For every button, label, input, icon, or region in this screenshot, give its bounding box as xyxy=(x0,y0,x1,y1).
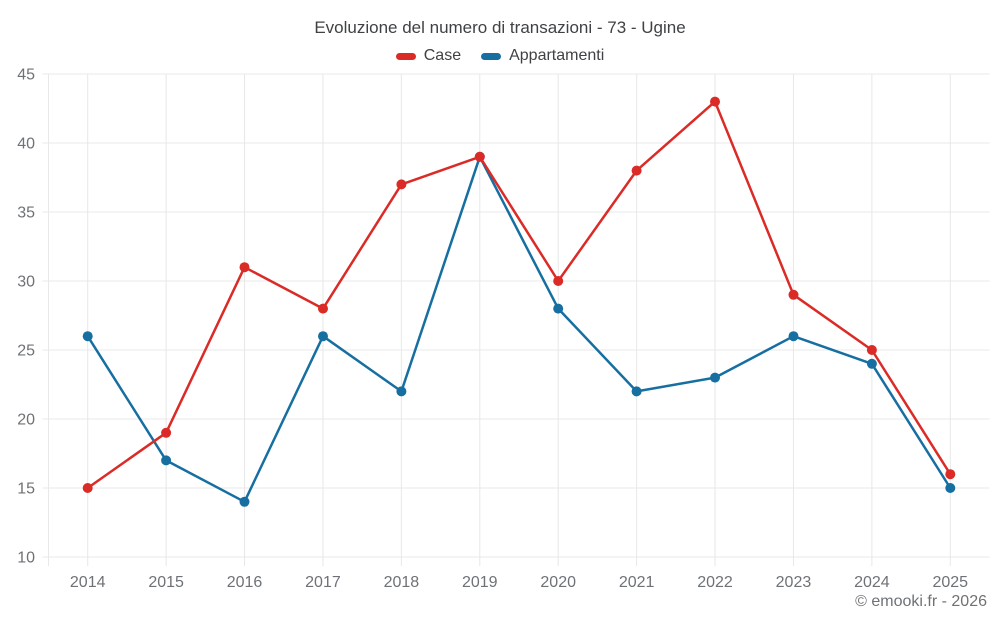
x-axis-label: 2017 xyxy=(305,574,341,591)
series-line-case xyxy=(86,100,952,490)
y-axis-label: 10 xyxy=(17,550,35,567)
x-axis-label: 2019 xyxy=(462,574,498,591)
data-point-case[interactable] xyxy=(161,427,172,438)
data-point-case[interactable] xyxy=(553,276,564,286)
data-point-appartamenti[interactable] xyxy=(239,496,250,507)
y-axis-label: 25 xyxy=(17,343,35,360)
legend-swatch-appartamenti xyxy=(481,52,502,60)
data-point-appartamenti[interactable] xyxy=(788,331,799,342)
data-point-case[interactable] xyxy=(710,96,720,107)
legend-label-case: Case xyxy=(423,47,462,64)
data-point-appartamenti[interactable] xyxy=(866,358,877,369)
y-axis-label: 35 xyxy=(17,205,35,222)
data-point-case[interactable] xyxy=(866,345,877,355)
data-point-appartamenti[interactable] xyxy=(161,455,172,466)
legend: Case Appartamenti xyxy=(0,47,1000,65)
copyright: © emooki.fr - 2026 xyxy=(855,593,987,610)
x-axis-label: 2018 xyxy=(384,574,420,591)
data-point-case[interactable] xyxy=(631,165,642,176)
x-axis-label: 2024 xyxy=(854,574,890,591)
data-point-case[interactable] xyxy=(945,469,956,480)
series-appartamenti xyxy=(82,151,956,507)
chart-title: Evoluzione del numero di transazioni - 7… xyxy=(314,18,686,37)
series-case xyxy=(82,96,956,493)
data-point-appartamenti[interactable] xyxy=(553,303,564,314)
y-axis-label: 40 xyxy=(17,136,35,153)
data-point-appartamenti[interactable] xyxy=(318,331,328,342)
x-axis-label: 2021 xyxy=(619,574,655,591)
data-point-case[interactable] xyxy=(788,289,799,300)
data-point-case[interactable] xyxy=(474,151,485,162)
data-point-case[interactable] xyxy=(239,262,250,273)
legend-swatch-case xyxy=(395,52,416,60)
x-axis-label: 2023 xyxy=(776,574,812,591)
data-point-appartamenti[interactable] xyxy=(396,386,407,397)
data-point-case[interactable] xyxy=(396,179,407,190)
x-axis-label: 2025 xyxy=(932,574,968,591)
x-axis-label: 2022 xyxy=(697,574,733,591)
legend-item-case[interactable]: Case xyxy=(395,47,462,65)
x-axis-label: 2014 xyxy=(70,574,106,591)
series-line-appartamenti xyxy=(86,155,952,504)
data-point-case[interactable] xyxy=(82,483,93,493)
x-axis-label: 2020 xyxy=(540,574,576,591)
data-point-case[interactable] xyxy=(318,303,328,314)
y-axis-label: 15 xyxy=(17,481,35,498)
data-point-appartamenti[interactable] xyxy=(82,331,93,342)
legend-label-appartamenti: Appartamenti xyxy=(509,47,605,64)
data-point-appartamenti[interactable] xyxy=(945,483,956,493)
x-axis-label: 2016 xyxy=(227,574,263,591)
y-axis-label: 30 xyxy=(17,274,35,291)
y-axis-label: 20 xyxy=(17,412,35,429)
x-axis-label: 2015 xyxy=(148,574,184,591)
y-axis-label: 45 xyxy=(17,67,35,84)
legend-item-appartamenti[interactable]: Appartamenti xyxy=(481,47,604,65)
data-point-appartamenti[interactable] xyxy=(710,372,720,383)
data-point-appartamenti[interactable] xyxy=(631,386,642,397)
